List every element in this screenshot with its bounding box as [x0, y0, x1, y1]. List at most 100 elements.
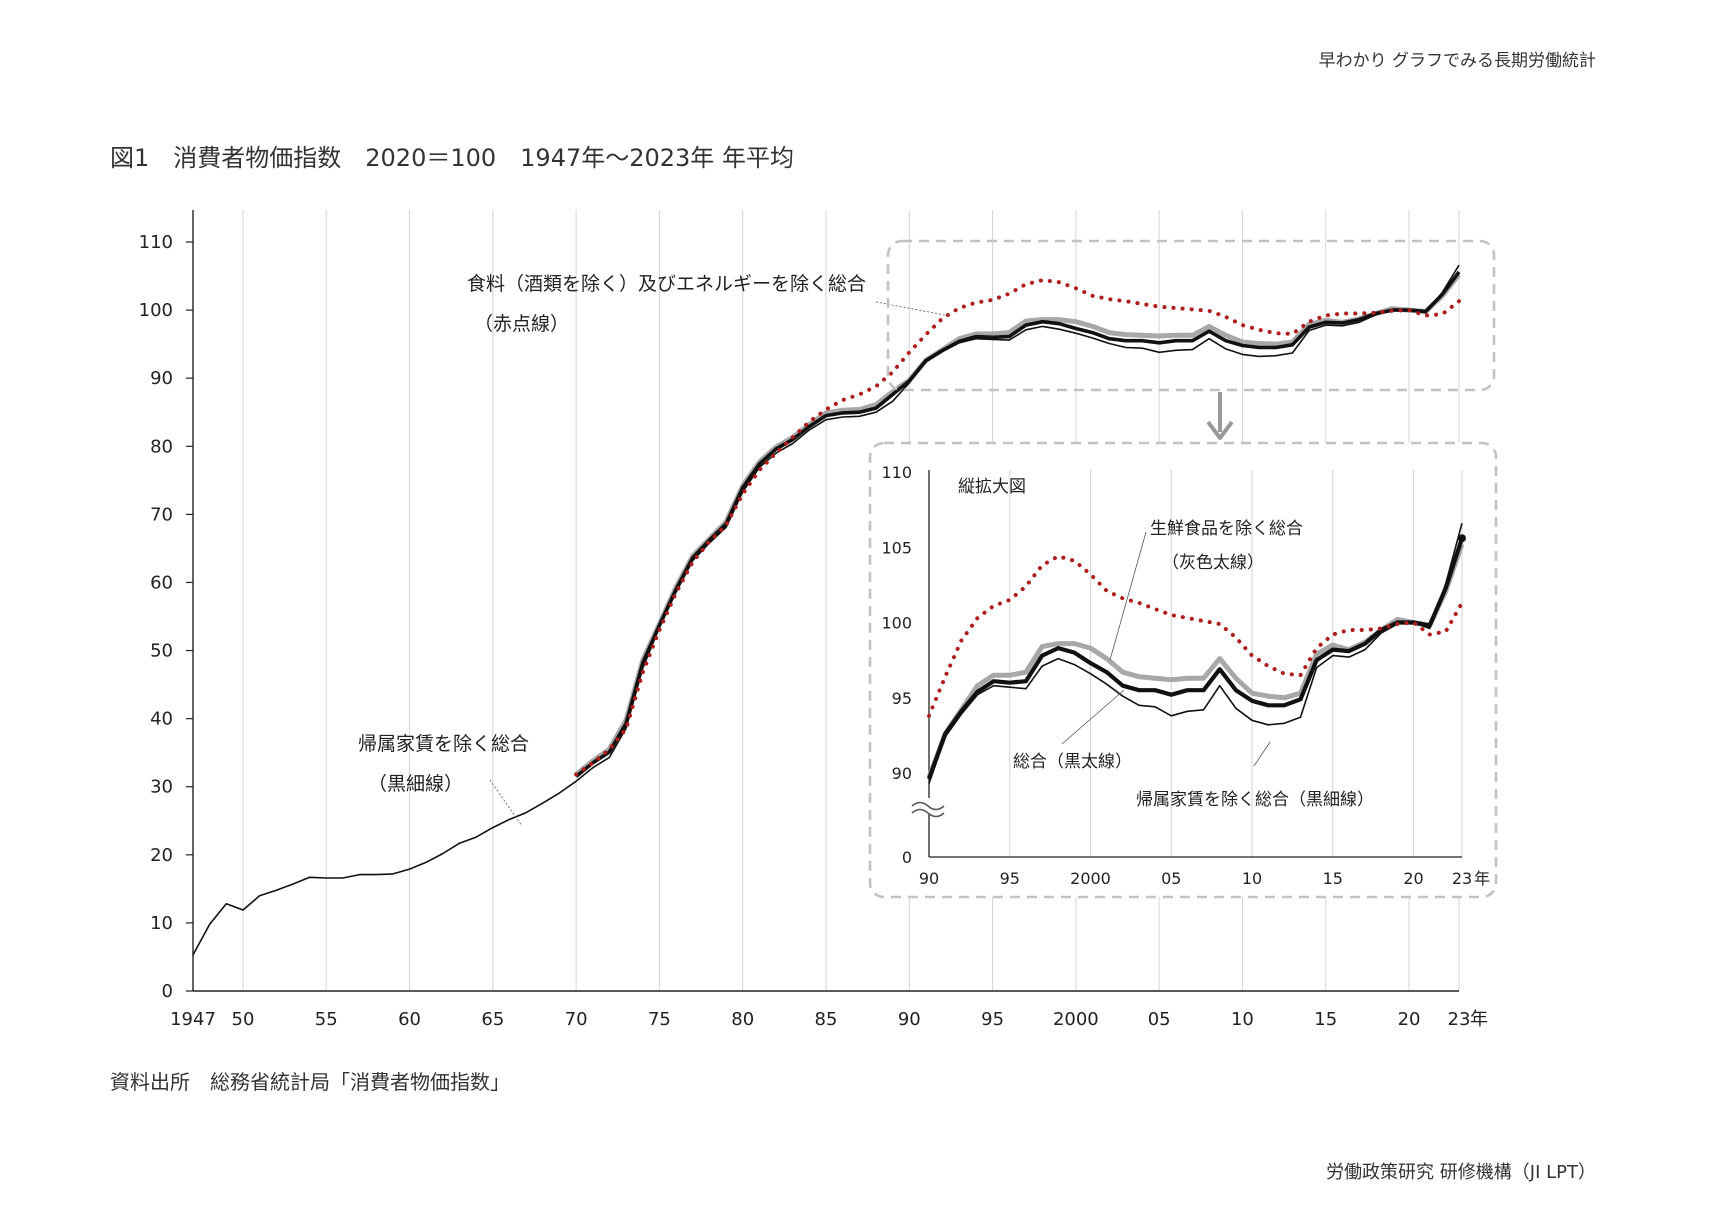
main-point-excl-food-energy — [942, 317, 944, 319]
main-point-excl-food-energy — [1042, 279, 1044, 281]
inset-point-excl-rent — [1380, 632, 1382, 634]
inset-point-sogo — [1316, 659, 1318, 661]
main-point-excl-fresh — [742, 485, 744, 487]
inset-point-excl-fresh — [1009, 674, 1011, 676]
annotation-leader-excl-rent-inset — [1253, 741, 1271, 767]
main-point-excl-food-energy — [1342, 313, 1344, 315]
main-point-excl-food-energy — [975, 302, 977, 304]
inset-point-excl-food-energy — [1057, 555, 1059, 557]
main-point-excl-food-energy — [1092, 295, 1094, 297]
inset-point-excl-fresh — [961, 709, 963, 711]
inset-point-excl-rent — [1332, 655, 1334, 657]
inset-x-tick-label: 95 — [1000, 869, 1020, 888]
main-point-excl-fresh — [1008, 332, 1010, 334]
inset-x-tick-label: 90 — [919, 869, 939, 888]
main-point-excl-fresh — [625, 719, 627, 721]
main-point-excl-fresh — [908, 379, 910, 381]
main-point-excl-food-energy — [925, 334, 927, 336]
main-point-excl-food-energy — [1375, 312, 1377, 314]
main-point-excl-fresh — [659, 623, 661, 625]
main-point-excl-fresh — [958, 338, 960, 340]
main-point-excl-fresh — [1308, 324, 1310, 326]
main-y-tick-label: 80 — [150, 436, 173, 457]
inset-point-sogo — [1187, 689, 1189, 691]
main-point-excl-food-energy — [908, 352, 910, 354]
main-point-excl-food-energy — [892, 371, 894, 373]
main-point-excl-fresh — [1075, 321, 1077, 323]
inset-point-sogo — [1090, 662, 1092, 664]
main-point-sogo — [642, 662, 644, 664]
inset-y-tick-label: 110 — [881, 463, 912, 482]
main-point-excl-rent — [1442, 292, 1444, 294]
main-point-excl-rent — [409, 868, 411, 870]
main-point-excl-fresh — [1325, 320, 1327, 322]
inset-point-excl-food-energy — [961, 640, 963, 642]
main-point-excl-rent — [992, 339, 994, 341]
main-point-sogo — [1008, 336, 1010, 338]
inset-point-sogo — [1219, 668, 1221, 670]
inset-point-excl-rent — [1284, 723, 1286, 725]
main-point-excl-food-energy — [992, 299, 994, 301]
inset-point-excl-rent — [961, 714, 963, 716]
inset-point-excl-rent — [1122, 695, 1124, 697]
main-point-excl-food-energy — [1025, 283, 1027, 285]
main-point-excl-rent — [792, 443, 794, 445]
inset-point-excl-rent — [1364, 649, 1366, 651]
inset-point-excl-food-energy — [1348, 629, 1350, 631]
main-point-excl-rent — [226, 903, 228, 905]
main-point-excl-fresh — [1458, 274, 1460, 276]
inset-point-excl-fresh — [944, 733, 946, 735]
inset-point-excl-food-energy — [944, 676, 946, 678]
main-point-excl-rent — [1008, 339, 1010, 341]
inset-point-excl-rent — [1461, 522, 1463, 524]
main-point-sogo — [1208, 330, 1210, 332]
main-point-excl-food-energy — [1008, 293, 1010, 295]
main-point-excl-food-energy — [742, 493, 744, 495]
inset-x-tick-label: 23 — [1452, 869, 1472, 888]
inset-series-sogo-line — [927, 537, 1464, 780]
inset-point-sogo — [961, 710, 963, 712]
main-x-tick-label: 05 — [1148, 1009, 1171, 1030]
main-point-excl-food-energy — [1192, 309, 1194, 311]
main-point-excl-fresh — [709, 538, 711, 540]
inset-point-sogo — [1057, 647, 1059, 649]
main-y-tick-label: 70 — [150, 504, 173, 525]
main-point-excl-rent — [1092, 337, 1094, 339]
main-point-excl-rent — [892, 401, 894, 403]
main-point-sogo — [992, 337, 994, 339]
main-point-excl-food-energy — [609, 748, 611, 750]
main-point-excl-fresh — [825, 412, 827, 414]
inset-point-excl-rent — [1445, 583, 1447, 585]
main-point-sogo — [1308, 326, 1310, 328]
inset-point-sogo — [1300, 698, 1302, 700]
main-point-sogo — [1192, 340, 1194, 342]
inset-point-excl-rent — [944, 736, 946, 738]
inset-point-excl-fresh — [1300, 692, 1302, 694]
annotation-excl-rent-inset: 帰属家賃を除く総合（黒細線） — [1136, 790, 1374, 810]
main-x-tick-label: 70 — [565, 1009, 588, 1030]
main-point-excl-food-energy — [1142, 303, 1144, 305]
annotation-leader-sogo — [1061, 689, 1125, 745]
main-point-sogo — [1075, 328, 1077, 330]
main-point-excl-rent — [1375, 314, 1377, 316]
inset-point-excl-rent — [1106, 683, 1108, 685]
main-point-excl-fresh — [1425, 311, 1427, 313]
main-y-tick-label: 100 — [139, 300, 173, 321]
inset-point-excl-rent — [1187, 710, 1189, 712]
main-point-sogo — [1125, 340, 1127, 342]
main-x-tick-label: 95 — [981, 1009, 1004, 1030]
main-point-excl-food-energy — [642, 672, 644, 674]
main-point-excl-rent — [958, 342, 960, 344]
main-point-excl-rent — [609, 757, 611, 759]
main-point-excl-food-energy — [1175, 307, 1177, 309]
main-point-excl-fresh — [892, 391, 894, 393]
main-point-excl-food-energy — [1458, 300, 1460, 302]
main-point-sogo — [675, 588, 677, 590]
inset-point-sogo — [1009, 682, 1011, 684]
main-point-excl-fresh — [1242, 341, 1244, 343]
main-point-sogo — [759, 463, 761, 465]
inset-point-excl-fresh — [977, 685, 979, 687]
inset-point-excl-fresh — [1041, 646, 1043, 648]
inset-x-tick-label: 05 — [1161, 869, 1181, 888]
main-point-excl-rent — [875, 411, 877, 413]
